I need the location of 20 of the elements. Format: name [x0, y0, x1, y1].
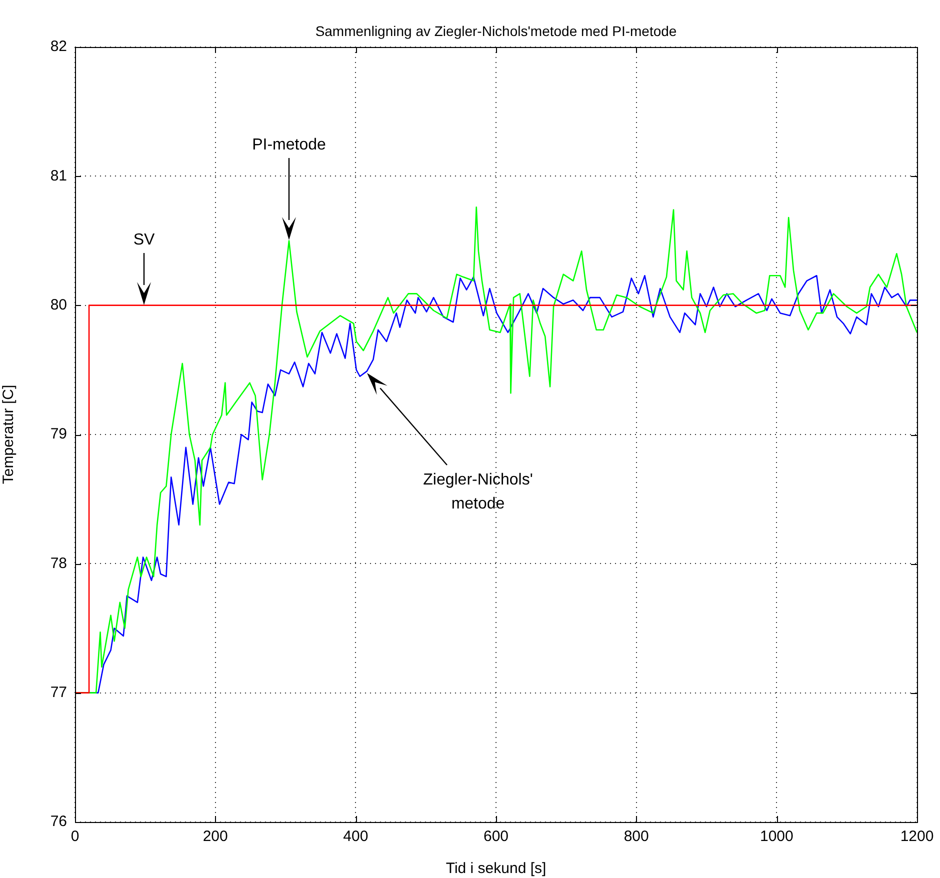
- x-tick-label: 200: [202, 828, 228, 846]
- x-tick-label: 1000: [760, 828, 794, 846]
- x-tick-label: 400: [343, 828, 368, 846]
- y-tick-label: 80: [50, 296, 67, 314]
- y-tick-label: 76: [50, 813, 67, 830]
- y-tick-label: 77: [50, 684, 67, 701]
- x-axis-title: Tid i sekund [s]: [446, 860, 546, 878]
- annotation: Ziegler-Nichols' metode: [423, 471, 533, 512]
- x-tick-label: 800: [624, 828, 649, 846]
- x-tick-label: 0: [70, 828, 80, 846]
- y-tick-label: 78: [50, 554, 67, 572]
- annotation: PI-metode: [252, 136, 326, 154]
- y-tick-label: 79: [50, 426, 67, 443]
- chart-title: Sammenligning av Ziegler-Nichols'metode med PI-metode: [315, 22, 677, 39]
- y-axis-title: Temperatur [C]: [0, 384, 18, 484]
- annotation: SV: [133, 231, 155, 248]
- x-tick-label: 600: [483, 828, 509, 846]
- y-tick-label: 81: [50, 167, 67, 184]
- x-tick-label: 1200: [900, 828, 934, 846]
- y-tick-label: 82: [50, 38, 67, 56]
